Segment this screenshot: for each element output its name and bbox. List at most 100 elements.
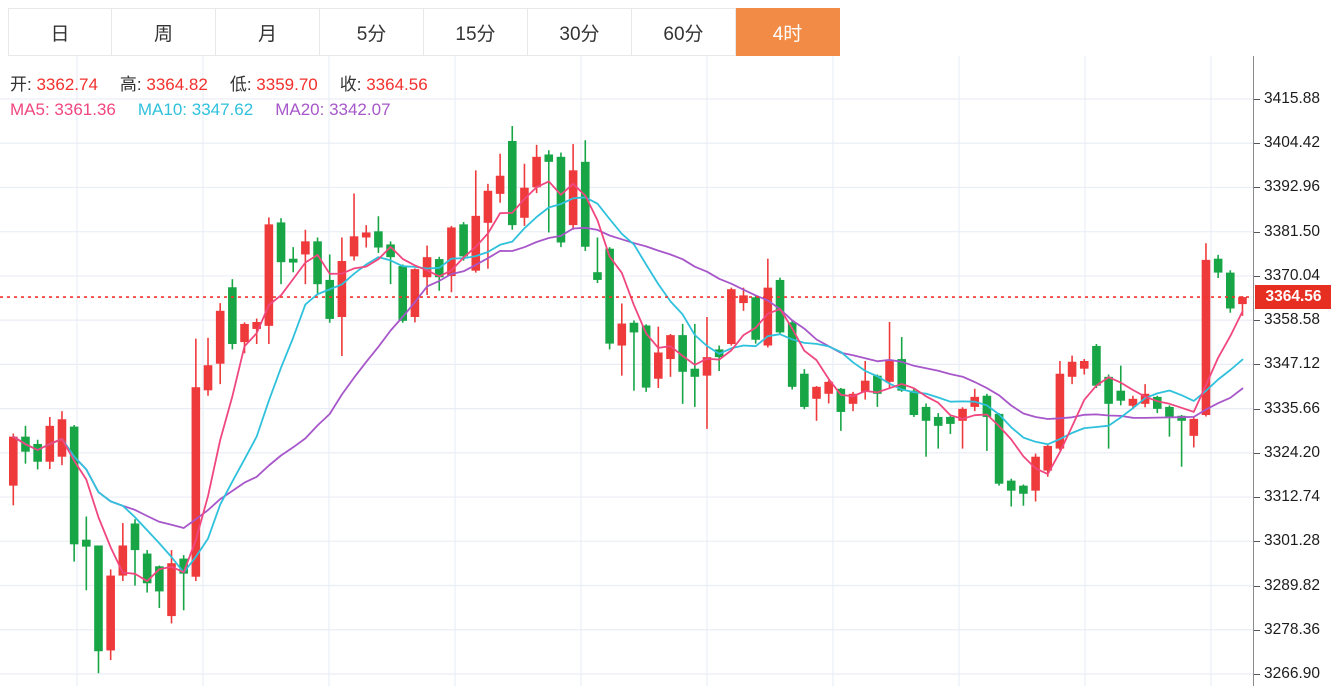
candle [787, 322, 797, 387]
axis-tick [1254, 452, 1260, 454]
candle [1152, 396, 1162, 409]
candle [349, 236, 359, 257]
axis-label: 3347.12 [1264, 355, 1321, 373]
candle [654, 352, 663, 379]
candle [410, 269, 420, 317]
axis-tick [1254, 585, 1260, 587]
tab-5min[interactable]: 5分 [320, 8, 424, 56]
candle [739, 295, 748, 304]
candle [69, 426, 79, 545]
candle [240, 323, 249, 343]
candle [1238, 297, 1247, 305]
candle [1213, 258, 1223, 273]
candle [228, 287, 237, 345]
ma20-line [12, 226, 1244, 529]
candle [617, 323, 627, 346]
candle [1006, 480, 1016, 491]
axis-tick [1254, 143, 1260, 145]
candle [909, 390, 919, 416]
axis-label: 3335.66 [1264, 399, 1321, 417]
candle [727, 289, 736, 345]
candle [57, 419, 67, 457]
axis-tick [1254, 541, 1260, 543]
tab-4hour[interactable]: 4时 [736, 8, 840, 56]
price-axis: 3364.56 3415.88 3404.42 3392.96 3381.50 3370… [1253, 56, 1331, 686]
candle [106, 575, 115, 651]
tab-week[interactable]: 周 [112, 8, 216, 56]
tab-day[interactable]: 日 [8, 8, 112, 56]
candle [447, 227, 456, 277]
candle [1067, 361, 1077, 377]
candle [629, 322, 639, 333]
candle [885, 360, 894, 382]
candle [142, 553, 152, 584]
axis-tick [1254, 187, 1260, 189]
candle [580, 161, 590, 247]
candle [337, 261, 347, 317]
candle [179, 558, 188, 574]
axis-label: 3381.50 [1264, 222, 1321, 240]
candle [1043, 445, 1053, 471]
candle [1055, 373, 1065, 449]
candle [800, 373, 809, 407]
tab-15min[interactable]: 15分 [424, 8, 528, 56]
candle [130, 523, 140, 551]
candle [9, 436, 18, 486]
candle [751, 297, 760, 340]
candle [313, 241, 322, 285]
candle [215, 310, 225, 364]
candle [1226, 272, 1235, 309]
candle [507, 140, 517, 226]
candle [1116, 390, 1126, 401]
candle [556, 156, 566, 243]
candle [532, 156, 541, 188]
candle [1128, 398, 1138, 406]
candle [167, 563, 176, 617]
axis-label: 3358.58 [1264, 311, 1321, 329]
interval-toolbar: 日周月 5分 15分 30分 60分 4时 [8, 8, 840, 56]
candle [775, 279, 785, 333]
candle [422, 257, 432, 278]
candle [374, 231, 383, 248]
kline-chart[interactable] [0, 56, 1253, 686]
candle [276, 222, 286, 263]
axis-tick [1254, 629, 1260, 631]
tab-30min[interactable]: 30分 [528, 8, 632, 56]
candle [459, 224, 468, 257]
candle [593, 272, 602, 280]
axis-label: 3415.88 [1264, 90, 1321, 107]
candle [361, 232, 371, 238]
candle [690, 368, 700, 377]
candle [824, 381, 833, 394]
candle [1165, 406, 1174, 417]
candle [203, 365, 213, 391]
candle [325, 279, 335, 319]
candle [933, 416, 943, 426]
candle [301, 241, 310, 255]
axis-tick [1254, 320, 1260, 322]
axis-tick [1254, 364, 1260, 366]
axis-label: 3278.36 [1264, 620, 1321, 638]
candle [118, 545, 128, 576]
axis-tick [1254, 497, 1260, 499]
axis-label: 3392.96 [1264, 178, 1321, 196]
candle [702, 357, 712, 376]
candle [873, 375, 882, 394]
tab-60min[interactable]: 60分 [632, 8, 736, 56]
ma10-line [12, 196, 1244, 574]
axis-label: 3370.04 [1264, 266, 1321, 284]
axis-tick [1254, 275, 1260, 277]
axis-tick [1254, 231, 1260, 233]
axis-tick [1254, 673, 1260, 675]
tab-month[interactable]: 月 [216, 8, 320, 56]
candle [763, 287, 773, 346]
candle [1079, 360, 1089, 369]
candle [288, 258, 298, 263]
candle [33, 443, 42, 462]
axis-tick [1254, 408, 1260, 410]
candle [860, 380, 870, 392]
candle [1019, 485, 1028, 494]
candle [958, 408, 967, 421]
candle [544, 154, 554, 162]
axis-label: 3404.42 [1264, 134, 1321, 152]
